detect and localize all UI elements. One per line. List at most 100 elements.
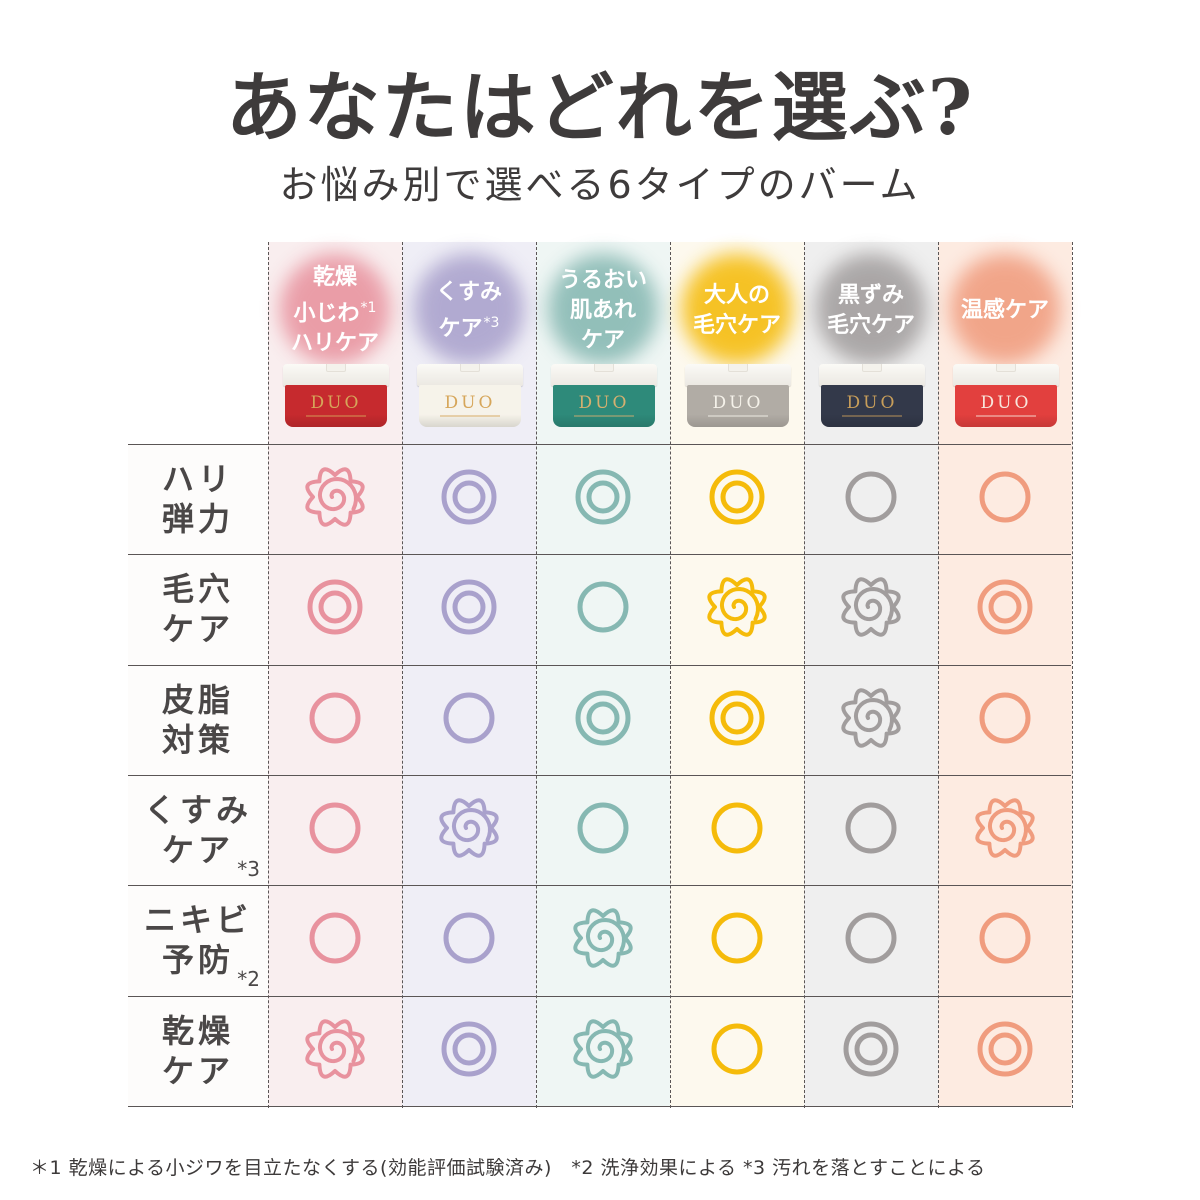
circle-icon <box>960 673 1050 767</box>
row-label-line: 皮脂 <box>161 680 234 719</box>
footnote-marker: *3 <box>237 857 260 882</box>
category-glow-badge <box>412 252 526 366</box>
category-label-line: 乾燥 <box>312 264 357 290</box>
rating-cell <box>938 775 1072 885</box>
jar-lid-tab <box>326 364 346 372</box>
column-divider <box>536 242 537 1108</box>
circle-icon <box>826 783 916 877</box>
rating-cell <box>670 665 804 775</box>
flower-mark-icon <box>424 783 514 877</box>
jar-subtext <box>306 415 366 417</box>
duo-logo: DUO <box>980 393 1032 413</box>
category-label-line: 毛穴ケア <box>826 313 915 338</box>
row-label-line: ケア <box>161 831 234 870</box>
column-divider <box>402 242 403 1108</box>
jar-body: DUO <box>821 385 923 427</box>
category-glow-badge <box>814 252 928 366</box>
rating-cell <box>402 775 536 885</box>
rating-cell <box>536 996 670 1106</box>
row-label-line: 予防 <box>161 941 234 980</box>
product-jar-image: DUO <box>417 364 523 430</box>
product-category-label: 温感ケア <box>938 256 1072 366</box>
jar-body: DUO <box>687 385 789 427</box>
rating-cell <box>402 444 536 554</box>
column-divider <box>670 242 671 1108</box>
category-label-line: ケア <box>580 328 625 353</box>
double-circle-icon <box>558 452 648 546</box>
jar-body: DUO <box>285 385 387 427</box>
row-label-line: ケア <box>161 1051 234 1090</box>
circle-icon <box>960 893 1050 987</box>
rating-cell <box>804 775 938 885</box>
product-category-label: 大人の 毛穴ケア <box>670 256 804 366</box>
category-label-line: 温感ケア <box>960 298 1049 323</box>
rating-cell <box>402 554 536 664</box>
rating-cell <box>670 444 804 554</box>
duo-logo: DUO <box>578 393 630 413</box>
jar-body: DUO <box>955 385 1057 427</box>
jar-lid <box>953 364 1059 386</box>
rating-cell <box>268 665 402 775</box>
double-circle-icon <box>558 673 648 767</box>
double-circle-icon <box>692 452 782 546</box>
duo-logo: DUO <box>444 393 496 413</box>
rating-cell <box>670 554 804 664</box>
jar-lid <box>417 364 523 386</box>
flower-mark-icon <box>826 673 916 767</box>
product-header-3[interactable]: うるおい 肌あれ ケア DUO <box>536 242 670 444</box>
rating-cell <box>938 885 1072 995</box>
product-jar-image: DUO <box>685 364 791 430</box>
double-circle-icon <box>424 562 514 656</box>
product-header-5[interactable]: 黒ずみ 毛穴ケア DUO <box>804 242 938 444</box>
double-circle-icon <box>424 452 514 546</box>
rating-cell <box>670 996 804 1106</box>
product-category-label: 黒ずみ 毛穴ケア <box>804 256 938 366</box>
product-header-4[interactable]: 大人の 毛穴ケア DUO <box>670 242 804 444</box>
rating-cell <box>670 885 804 995</box>
double-circle-icon <box>290 562 380 656</box>
flower-mark-icon <box>290 452 380 546</box>
category-label-line: ハリケア <box>290 331 379 357</box>
rating-cell <box>938 554 1072 664</box>
rating-cell <box>536 885 670 995</box>
circle-icon <box>290 673 380 767</box>
column-divider <box>804 242 805 1108</box>
product-category-label: くすみ ケア*3 <box>402 256 536 366</box>
product-header-1[interactable]: 乾燥小じわ*1 ハリケア DUO <box>268 242 402 444</box>
jar-lid <box>551 364 657 386</box>
flower-mark-icon <box>558 893 648 987</box>
jar-subtext <box>976 415 1036 417</box>
row-label-4: くすみ ケア *3 <box>128 775 268 885</box>
flower-mark-icon <box>290 1004 380 1098</box>
column-divider <box>1072 242 1073 1108</box>
circle-icon <box>826 452 916 546</box>
jar-body: DUO <box>419 385 521 427</box>
footnote-marker: *3 <box>483 314 500 331</box>
row-divider <box>128 995 1071 997</box>
duo-logo: DUO <box>712 393 764 413</box>
row-divider <box>128 554 1071 556</box>
row-label-line: 毛穴 <box>161 570 234 609</box>
product-header-2[interactable]: くすみ ケア*3 DUO <box>402 242 536 444</box>
jar-subtext <box>440 415 500 417</box>
rating-cell <box>402 665 536 775</box>
jar-lid-tab <box>460 364 480 372</box>
rating-cell <box>402 885 536 995</box>
category-glow-badge <box>278 252 392 366</box>
rating-cell <box>268 885 402 995</box>
category-label-line: 小じわ*1 <box>293 299 377 327</box>
page-subtitle: お悩み別で選べる6タイプのバーム <box>279 163 921 207</box>
jar-subtext <box>574 415 634 417</box>
row-divider <box>128 444 1071 445</box>
jar-lid-tab <box>594 364 614 372</box>
jar-subtext <box>708 415 768 417</box>
circle-icon <box>692 1004 782 1098</box>
row-divider <box>128 1105 1071 1107</box>
circle-icon <box>960 452 1050 546</box>
double-circle-icon <box>692 673 782 767</box>
row-label-line: くすみ <box>143 791 252 830</box>
row-label-line: ニキビ <box>143 901 252 940</box>
product-header-6[interactable]: 温感ケア DUO <box>938 242 1072 444</box>
category-glow-badge <box>680 252 794 366</box>
product-category-label: 乾燥小じわ*1 ハリケア <box>268 256 402 366</box>
